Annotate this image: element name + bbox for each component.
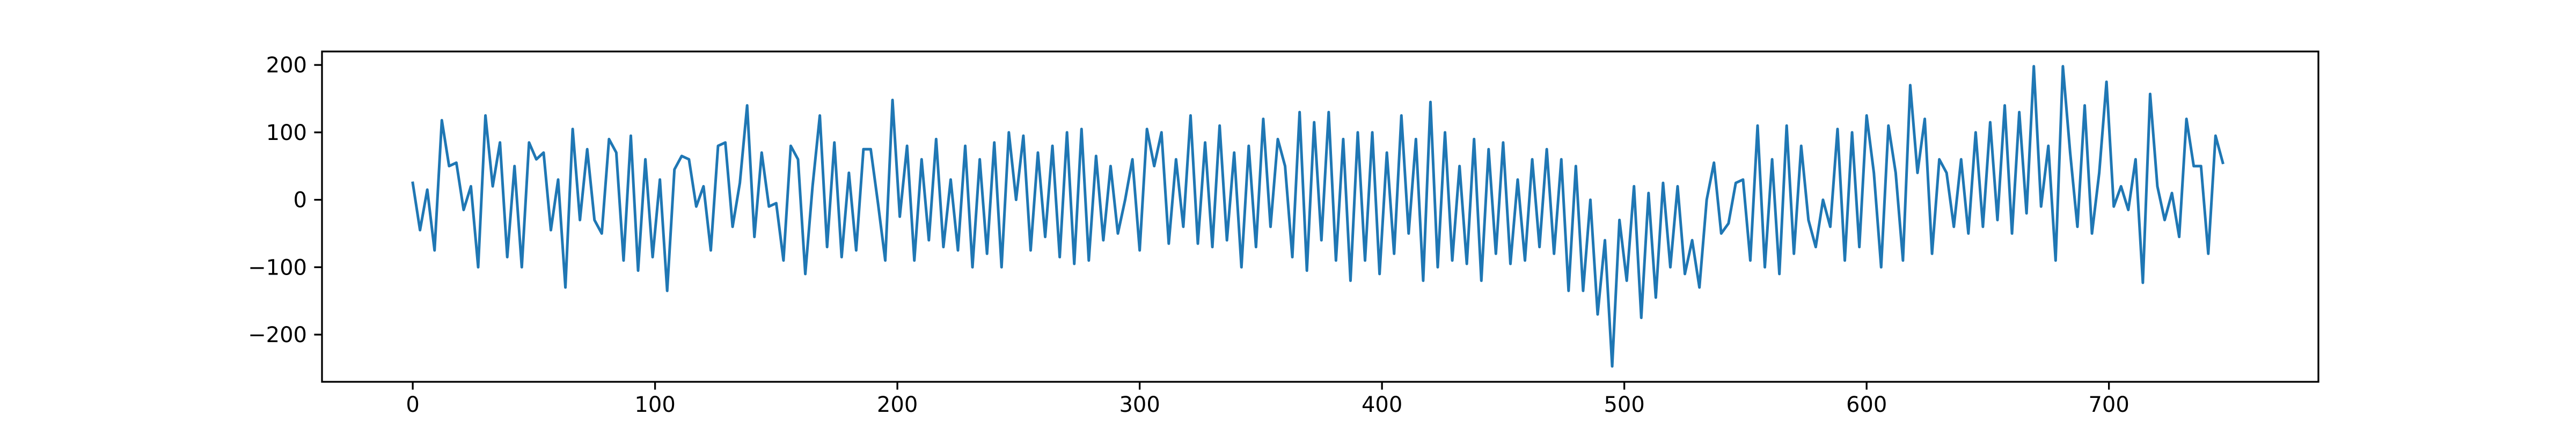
axes-frame — [321, 50, 2319, 383]
x-tick-label: 300 — [1119, 393, 1160, 417]
x-tick-label: 400 — [1362, 393, 1402, 417]
y-tick-label: −100 — [248, 255, 307, 280]
y-tick-label: 200 — [266, 53, 307, 78]
y-tick-label: 100 — [266, 121, 307, 145]
x-tick-label: 200 — [877, 393, 918, 417]
x-tick-label: 100 — [634, 393, 675, 417]
y-tick-label: 0 — [294, 188, 307, 213]
x-tick-label: 600 — [1846, 393, 1887, 417]
x-tick-label: 0 — [406, 393, 419, 417]
y-tick-label: −200 — [248, 323, 307, 347]
x-tick-label: 700 — [2088, 393, 2129, 417]
x-tick-label: 500 — [1604, 393, 1644, 417]
data-line — [411, 65, 2224, 368]
